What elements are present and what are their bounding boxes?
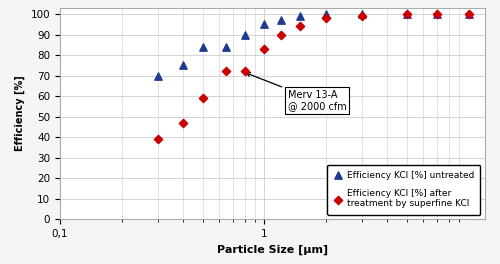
Efficiency KCl [%] after
treatment by superfine KCl	[240, 69, 248, 74]
Legend: Efficiency KCl [%] untreated, Efficiency KCl [%] after
treatment by superfine KC: Efficiency KCl [%] untreated, Efficiency…	[327, 164, 480, 215]
Efficiency KCl [%] untreated	[179, 63, 187, 67]
Efficiency KCl [%] untreated	[240, 32, 248, 37]
Efficiency KCl [%] after
treatment by superfine KCl	[358, 14, 366, 18]
Efficiency KCl [%] untreated	[154, 73, 162, 78]
Efficiency KCl [%] after
treatment by superfine KCl	[154, 137, 162, 141]
Efficiency KCl [%] after
treatment by superfine KCl	[465, 12, 473, 16]
Efficiency KCl [%] after
treatment by superfine KCl	[199, 96, 207, 100]
Efficiency KCl [%] untreated	[260, 22, 268, 26]
Efficiency KCl [%] after
treatment by superfine KCl	[179, 121, 187, 125]
Efficiency KCl [%] after
treatment by superfine KCl	[260, 47, 268, 51]
Efficiency KCl [%] after
treatment by superfine KCl	[296, 24, 304, 29]
Efficiency KCl [%] after
treatment by superfine KCl	[322, 16, 330, 20]
Efficiency KCl [%] untreated	[433, 12, 441, 16]
Efficiency KCl [%] untreated	[276, 18, 284, 22]
Efficiency KCl [%] untreated	[322, 12, 330, 16]
Efficiency KCl [%] after
treatment by superfine KCl	[433, 12, 441, 16]
Efficiency KCl [%] after
treatment by superfine KCl	[276, 32, 284, 37]
Y-axis label: Efficiency [%]: Efficiency [%]	[15, 76, 25, 151]
Efficiency KCl [%] untreated	[358, 12, 366, 16]
Efficiency KCl [%] untreated	[199, 45, 207, 49]
Efficiency KCl [%] untreated	[465, 12, 473, 16]
Efficiency KCl [%] after
treatment by superfine KCl	[404, 12, 411, 16]
X-axis label: Particle Size [μm]: Particle Size [μm]	[217, 244, 328, 255]
Efficiency KCl [%] after
treatment by superfine KCl	[222, 69, 230, 74]
Efficiency KCl [%] untreated	[404, 12, 411, 16]
Efficiency KCl [%] untreated	[222, 45, 230, 49]
Efficiency KCl [%] untreated	[296, 14, 304, 18]
Text: Merv 13-A
@ 2000 cfm: Merv 13-A @ 2000 cfm	[246, 73, 346, 111]
